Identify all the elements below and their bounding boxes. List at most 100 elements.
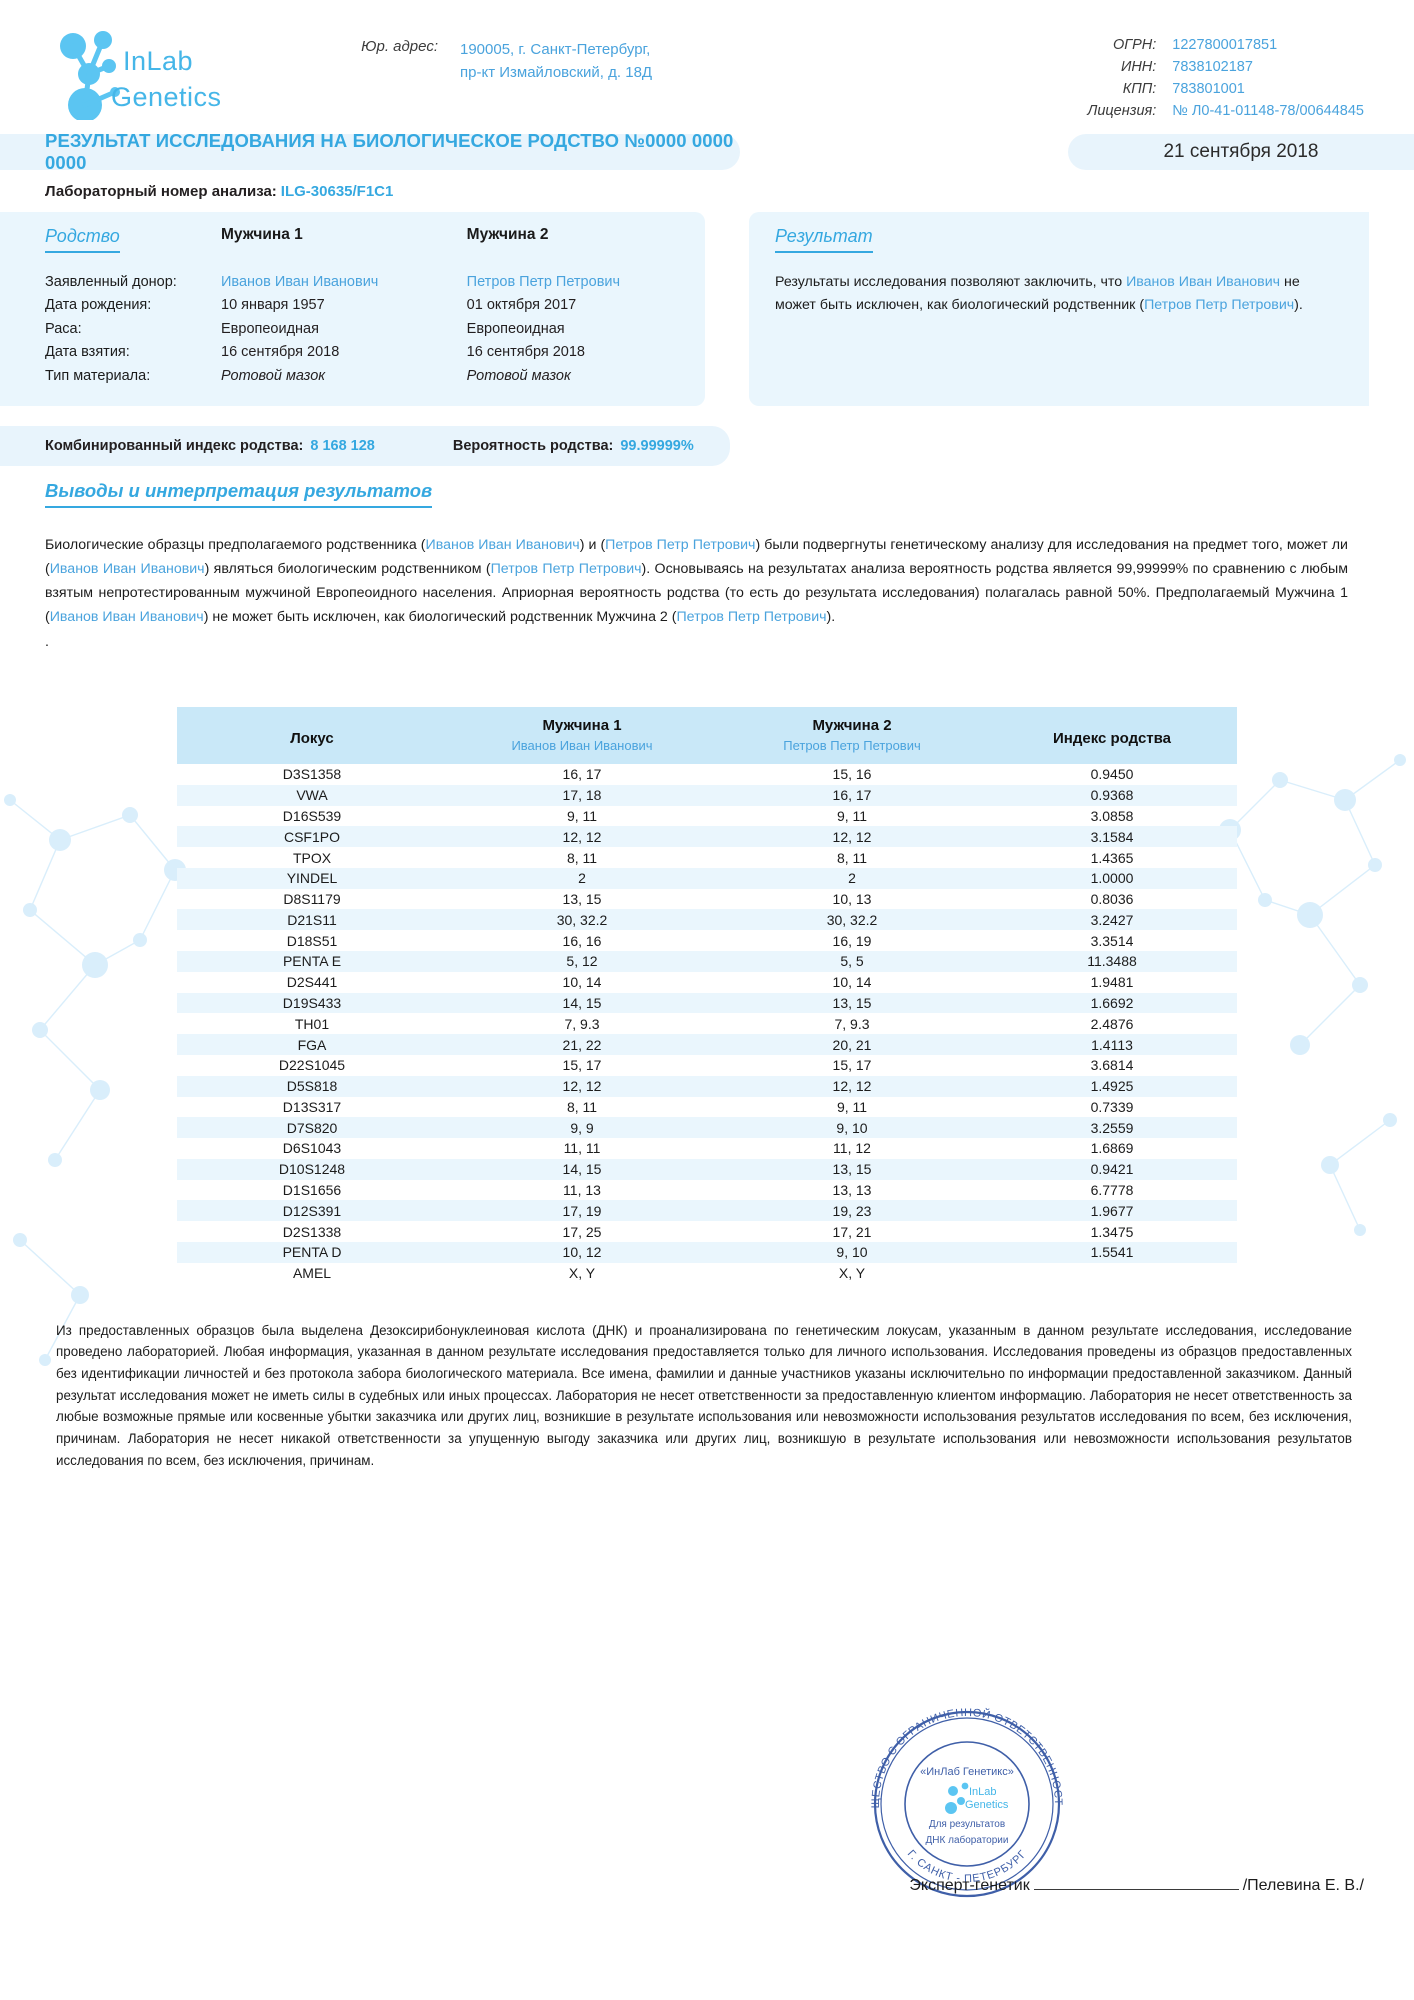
man1-cell: 17, 25 bbox=[562, 1223, 602, 1240]
man2-cell: 16, 17 bbox=[832, 787, 872, 804]
locus-cell: D6S1043 bbox=[282, 1140, 342, 1157]
man1-cell: X, Y bbox=[568, 1265, 596, 1282]
man1-cell: 8, 11 bbox=[566, 1098, 598, 1115]
table-row: D19S433 14, 15 13, 15 1.6692 bbox=[177, 992, 1237, 1014]
table-row: D12S391 17, 19 19, 23 1.9677 bbox=[177, 1200, 1237, 1222]
conclusions-heading: Выводы и интерпретация результатов bbox=[45, 480, 433, 509]
column-title-man1: Мужчина 1 bbox=[221, 226, 303, 243]
man1-cell: 9, 9 bbox=[570, 1119, 594, 1136]
table-row: D1S1656 11, 13 13, 13 6.7778 bbox=[177, 1180, 1237, 1201]
concl-name-6: Петров Петр Петрович bbox=[676, 608, 827, 625]
index-cell: 1.4113 bbox=[1091, 1036, 1133, 1053]
lab-number-value: ILG-30635/F1C1 bbox=[280, 183, 394, 200]
combined-index-label: Комбинированный индекс родства: bbox=[45, 438, 304, 455]
concl-name-1: Иванов Иван Иванович bbox=[425, 537, 580, 554]
signature-area: ОБЩЕСТВО С ОГРАНИЧЕННОЙ ОТВЕТСТВЕННОСТЬЮ… bbox=[0, 1686, 1414, 1940]
company-stamp: ОБЩЕСТВО С ОГРАНИЧЕННОЙ ОТВЕТСТВЕННОСТЬЮ… bbox=[852, 1686, 1076, 1918]
table-row: TH01 7, 9.3 7, 9.3 2.4876 bbox=[177, 1013, 1237, 1034]
table-row: FGA 21, 22 20, 21 1.4113 bbox=[177, 1034, 1237, 1055]
man1-cell: 17, 18 bbox=[562, 787, 602, 804]
man1-cell: 14, 15 bbox=[562, 1161, 602, 1178]
result-section-title: Результат bbox=[775, 226, 873, 253]
index-cell bbox=[987, 1263, 1237, 1284]
birthdate-value-man2: 01 октября 2017 bbox=[466, 297, 577, 314]
man2-cell: 10, 13 bbox=[832, 891, 872, 908]
index-cell: 3.0858 bbox=[1090, 807, 1134, 824]
man2-cell: 19, 23 bbox=[832, 1202, 872, 1219]
locus-cell: AMEL bbox=[292, 1265, 332, 1282]
loci-header-row: Локус Мужчина 1 Мужчина 2 Индекс родства bbox=[177, 707, 1237, 765]
locus-cell: FGA bbox=[297, 1036, 327, 1053]
stamp-outer-top-text: ОБЩЕСТВО С ОГРАНИЧЕННОЙ ОТВЕТСТВЕННОСТЬЮ bbox=[852, 1686, 1063, 1808]
man1-cell: 21, 22 bbox=[562, 1036, 602, 1053]
table-row: D5S818 12, 12 12, 12 1.4925 bbox=[177, 1075, 1237, 1097]
man2-cell: 17, 21 bbox=[832, 1223, 872, 1240]
collection-date-label: Дата взятия: bbox=[45, 344, 130, 361]
kpp-value: 783801001 bbox=[1172, 81, 1245, 98]
table-row: D6S1043 11, 11 11, 12 1.6869 bbox=[177, 1138, 1237, 1159]
stamp-inner-top-text: «ИнЛаб Генетикс» bbox=[920, 1766, 1014, 1778]
report-title-bar: РЕЗУЛЬТАТ ИССЛЕДОВАНИЯ НА БИОЛОГИЧЕСКОЕ … bbox=[0, 130, 1414, 173]
man1-cell: 17, 19 bbox=[562, 1202, 602, 1219]
material-type-value-man1: Ротовой мазок bbox=[221, 367, 326, 384]
collection-date-value-man1: 16 сентября 2018 bbox=[221, 344, 340, 361]
th-locus: Локус bbox=[177, 707, 447, 765]
loci-table: Локус Мужчина 1 Мужчина 2 Индекс родства… bbox=[177, 707, 1237, 1284]
legal-address-block: Юр. адрес: 190005, г. Санкт-Петербург, п… bbox=[330, 22, 652, 85]
page-title: РЕЗУЛЬТАТ ИССЛЕДОВАНИЯ НА БИОЛОГИЧЕСКОЕ … bbox=[45, 130, 734, 173]
loci-subheader-row: Иванов Иван Иванович Петров Петр Петрови… bbox=[177, 738, 1237, 765]
locus-cell: YINDEL bbox=[286, 870, 338, 887]
concl-part-g: ). bbox=[826, 608, 836, 625]
signature-role: Эксперт-генетик bbox=[909, 1877, 1030, 1894]
reg-row-ogrn: ОГРН: 1227800017851 bbox=[1064, 34, 1364, 56]
reg-row-kpp: КПП: 783801001 bbox=[1064, 78, 1364, 100]
result-text-part2: не может быть исключен, как биологически… bbox=[775, 274, 1300, 313]
man1-cell: 30, 32.2 bbox=[556, 911, 608, 928]
locus-cell: D7S820 bbox=[286, 1119, 338, 1136]
table-row: D18S51 16, 16 16, 19 3.3514 bbox=[177, 930, 1237, 951]
ogrn-value: 1227800017851 bbox=[1172, 37, 1278, 53]
material-type-label: Тип материала: bbox=[45, 367, 151, 384]
th-sub-man2: Петров Петр Петрович bbox=[717, 738, 987, 765]
result-summary-text: Результаты исследования позволяют заключ… bbox=[775, 271, 1343, 317]
index-cell: 3.2559 bbox=[1090, 1119, 1134, 1136]
man1-cell: 12, 12 bbox=[562, 828, 602, 845]
license-value: № Л0-41-01148-78/00644845 bbox=[1172, 103, 1364, 120]
table-row: PENTA E 5, 12 5, 5 11.3488 bbox=[177, 951, 1237, 972]
info-row-birthdate: Дата рождения: 10 января 1957 01 октября… bbox=[45, 294, 705, 317]
license-label: Лицензия: bbox=[1087, 103, 1157, 120]
index-cell: 1.6692 bbox=[1090, 995, 1134, 1011]
ogrn-label: ОГРН: bbox=[1112, 37, 1157, 53]
column-title-man2: Мужчина 2 bbox=[466, 226, 549, 243]
locus-cell: D13S317 bbox=[282, 1098, 342, 1115]
man2-cell: 2 bbox=[848, 870, 856, 887]
man2-cell: 7, 9.3 bbox=[834, 1015, 870, 1032]
table-row: D8S1179 13, 15 10, 13 0.8036 bbox=[177, 889, 1237, 910]
material-type-value-man2: Ротовой мазок bbox=[466, 367, 571, 384]
index-cell: 6.7778 bbox=[1090, 1182, 1134, 1199]
document-header: InLab Genetics Юр. адрес: 190005, г. Сан… bbox=[0, 0, 1414, 130]
man2-cell: 9, 10 bbox=[836, 1244, 868, 1261]
index-cell: 1.9677 bbox=[1090, 1202, 1134, 1219]
th-man2: Мужчина 2 bbox=[717, 707, 987, 739]
donor-label: Заявленный донор: bbox=[45, 274, 177, 290]
locus-cell: D5S818 bbox=[286, 1078, 338, 1095]
disclaimer-text: Из предоставленных образцов была выделен… bbox=[56, 1322, 1352, 1468]
logo-text-genetics: Genetics bbox=[111, 82, 222, 112]
relationship-panel: Родство Мужчина 1 Мужчина 2 Заявленный д… bbox=[0, 212, 705, 407]
result-text-part3: ). bbox=[1294, 297, 1303, 313]
lab-number-label: Лабораторный номер анализа: bbox=[45, 183, 277, 200]
man1-cell: 16, 17 bbox=[562, 766, 602, 783]
stamp-inner-bottom-text: ДНК лаборатории bbox=[926, 1834, 1009, 1846]
inn-value: 7838102187 bbox=[1172, 59, 1253, 76]
man2-cell: 13, 13 bbox=[832, 1182, 872, 1199]
locus-cell: D21S11 bbox=[287, 911, 337, 928]
race-value-man2: Европеоидная bbox=[466, 320, 565, 337]
race-label: Раса: bbox=[45, 320, 82, 337]
signature-line: Эксперт-генетик/Пелевина Е. В./ bbox=[909, 1877, 1364, 1895]
result-panel: Результат Результаты исследования позвол… bbox=[749, 212, 1369, 407]
donor-value-man2: Петров Петр Петрович bbox=[466, 274, 621, 290]
table-row: VWA 17, 18 16, 17 0.9368 bbox=[177, 784, 1237, 806]
index-cell: 2.4876 bbox=[1090, 1015, 1134, 1032]
man2-cell: 11, 12 bbox=[833, 1140, 871, 1157]
